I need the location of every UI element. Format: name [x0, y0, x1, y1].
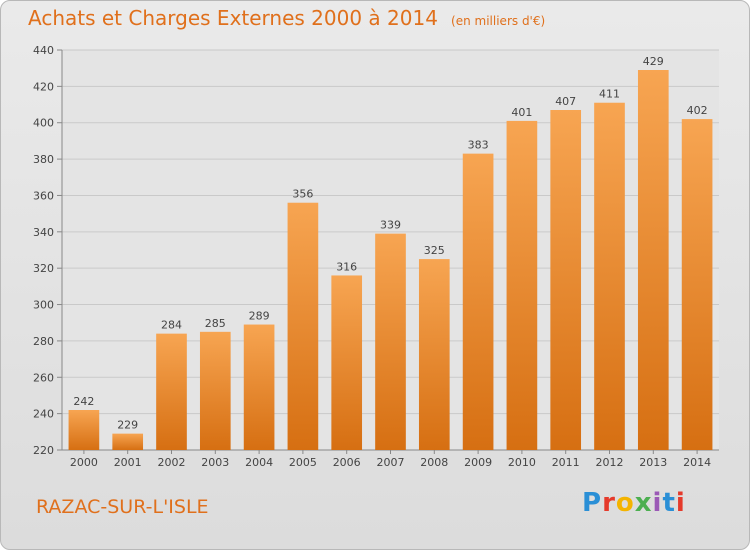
x-tick-label: 2011: [552, 456, 580, 469]
bar-value-label: 407: [555, 95, 576, 108]
y-tick-label: 300: [33, 299, 54, 312]
bar: [462, 153, 494, 451]
bar: [199, 331, 231, 450]
bar-value-label: 402: [687, 104, 708, 117]
y-tick-label: 240: [33, 408, 54, 421]
x-tick-label: 2007: [377, 456, 405, 469]
bar: [243, 324, 275, 450]
y-tick-label: 260: [33, 371, 54, 384]
logo-letter: r: [602, 488, 616, 518]
y-tick-label: 280: [33, 335, 54, 348]
x-tick-label: 2012: [596, 456, 624, 469]
logo-letter: i: [652, 488, 663, 518]
bar: [331, 275, 363, 450]
x-tick-label: 2013: [639, 456, 667, 469]
x-tick-label: 2004: [245, 456, 273, 469]
title-text: Achats et Charges Externes 2000 à 2014: [28, 6, 438, 30]
y-tick-label: 400: [33, 117, 54, 130]
bar: [637, 70, 669, 450]
bar-value-label: 289: [249, 310, 270, 323]
x-tick-label: 2010: [508, 456, 536, 469]
x-tick-label: 2001: [114, 456, 142, 469]
y-tick-label: 340: [33, 226, 54, 239]
bar-value-label: 229: [117, 419, 138, 432]
chart-title: Achats et Charges Externes 2000 à 2014 (…: [28, 6, 545, 30]
y-tick-label: 320: [33, 262, 54, 275]
bar-value-label: 401: [511, 106, 532, 119]
bar-value-label: 284: [161, 319, 182, 332]
bar: [550, 110, 582, 450]
logo-letter: P: [582, 488, 603, 518]
x-tick-label: 2008: [420, 456, 448, 469]
y-tick-label: 420: [33, 80, 54, 93]
bar: [594, 102, 625, 451]
bar: [681, 119, 713, 450]
y-tick-label: 360: [33, 189, 54, 202]
bar: [375, 233, 406, 450]
bar: [156, 333, 187, 450]
logo-letter: x: [634, 488, 653, 518]
bar-value-label: 285: [205, 317, 226, 330]
bar-value-label: 325: [424, 244, 445, 257]
bar: [112, 433, 144, 450]
x-tick-label: 2003: [201, 456, 229, 469]
unit-label: (en milliers d'€): [451, 14, 546, 28]
y-tick-label: 440: [33, 44, 54, 57]
logo-letter: o: [615, 488, 635, 518]
bar-value-label: 383: [468, 139, 489, 152]
x-tick-label: 2006: [333, 456, 361, 469]
bar-value-label: 242: [73, 395, 94, 408]
bar-value-label: 429: [643, 55, 664, 68]
bar: [506, 120, 538, 450]
x-tick-label: 2000: [70, 456, 98, 469]
logo-letter: i: [675, 488, 686, 518]
bar: [287, 202, 319, 450]
x-tick-label: 2014: [683, 456, 711, 469]
bar-value-label: 339: [380, 219, 401, 232]
bar-value-label: 356: [292, 188, 313, 201]
x-tick-label: 2005: [289, 456, 317, 469]
y-tick-label: 220: [33, 444, 54, 457]
x-tick-label: 2002: [158, 456, 186, 469]
bar: [68, 410, 100, 450]
x-tick-label: 2009: [464, 456, 492, 469]
bar-value-label: 411: [599, 88, 620, 101]
logo-letter: t: [662, 488, 676, 518]
bar-value-label: 316: [336, 260, 357, 273]
proxiti-logo[interactable]: Proxiti: [582, 488, 686, 518]
commune-name: RAZAC-SUR-L'ISLE: [36, 496, 209, 518]
bar: [418, 259, 450, 450]
y-tick-label: 380: [33, 153, 54, 166]
